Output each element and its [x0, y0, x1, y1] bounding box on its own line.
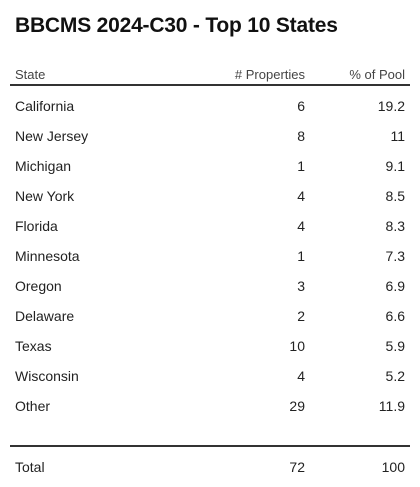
- cell-pool: 8.5: [385, 188, 405, 204]
- cell-state: Florida: [15, 218, 58, 234]
- cell-state: Texas: [15, 338, 52, 354]
- cell-properties: 4: [297, 188, 305, 204]
- total-row: Total 72 100: [10, 447, 410, 477]
- cell-properties: 10: [289, 338, 305, 354]
- cell-properties: 2: [297, 308, 305, 324]
- table-row: New York 4 8.5: [10, 176, 410, 206]
- cell-pool: 8.3: [385, 218, 405, 234]
- cell-pool: 9.1: [385, 158, 405, 174]
- total-divider: [10, 445, 410, 447]
- states-table: State # Properties % of Pool California 6…: [10, 66, 410, 416]
- cell-pool: 6.9: [385, 278, 405, 294]
- column-header-properties: # Properties: [234, 67, 305, 82]
- table-row: Wisconsin 4 5.2: [10, 356, 410, 386]
- table-row: Texas 10 5.9: [10, 326, 410, 356]
- table-body: California 6 19.2 New Jersey 8 11 Michigan 1 9.1…: [10, 86, 410, 416]
- total-properties: 72: [289, 459, 305, 475]
- table-row: California 6 19.2: [10, 86, 410, 116]
- table-header: State # Properties % of Pool: [10, 66, 410, 86]
- cell-pool: 5.9: [385, 338, 405, 354]
- table-row: Florida 4 8.3: [10, 206, 410, 236]
- cell-state: Michigan: [15, 158, 72, 174]
- cell-state: Wisconsin: [15, 368, 79, 384]
- table-row: New Jersey 8 11: [10, 116, 410, 146]
- cell-pool: 7.3: [385, 248, 405, 264]
- cell-pool: 6.6: [385, 308, 405, 324]
- cell-properties: 29: [289, 398, 305, 414]
- table-row: Other 29 11.9: [10, 386, 410, 416]
- cell-state: Minnesota: [15, 248, 80, 264]
- page-title: BBCMS 2024-C30 - Top 10 States: [15, 14, 338, 37]
- table-row: Delaware 2 6.6: [10, 296, 410, 326]
- cell-properties: 3: [297, 278, 305, 294]
- cell-properties: 4: [297, 368, 305, 384]
- cell-properties: 4: [297, 218, 305, 234]
- cell-pool: 11.9: [378, 398, 405, 414]
- total-label: Total: [15, 459, 45, 475]
- table-row: Oregon 3 6.9: [10, 266, 410, 296]
- cell-state: Other: [15, 398, 51, 414]
- table-row: Michigan 1 9.1: [10, 146, 410, 176]
- cell-properties: 6: [297, 98, 305, 114]
- cell-pool: 5.2: [385, 368, 405, 384]
- column-header-state: State: [15, 67, 46, 82]
- cell-pool: 19.2: [377, 98, 405, 114]
- cell-properties: 1: [297, 248, 305, 264]
- cell-state: New Jersey: [15, 128, 89, 144]
- cell-pool: 11: [390, 128, 405, 144]
- cell-properties: 1: [297, 158, 305, 174]
- cell-state: California: [15, 98, 75, 114]
- total-pool: 100: [381, 459, 405, 475]
- cell-state: Delaware: [15, 308, 75, 324]
- cell-properties: 8: [297, 128, 305, 144]
- cell-state: Oregon: [15, 278, 62, 294]
- column-header-pool: % of Pool: [349, 67, 405, 82]
- table-row: Minnesota 1 7.3: [10, 236, 410, 266]
- cell-state: New York: [15, 188, 75, 204]
